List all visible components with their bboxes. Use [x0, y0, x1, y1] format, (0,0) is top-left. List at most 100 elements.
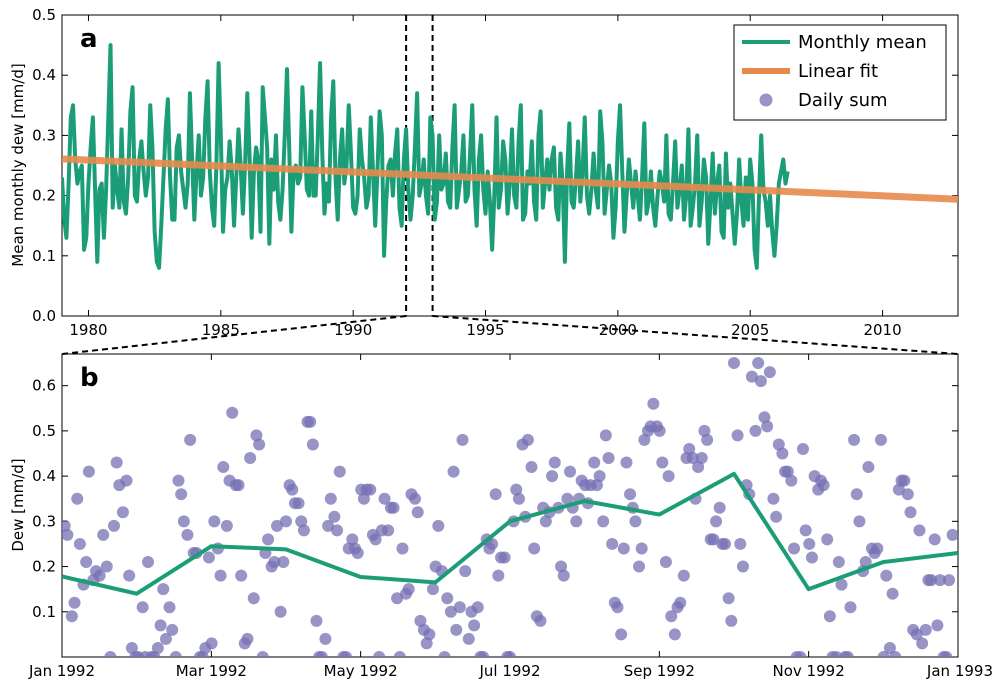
daily-sum-point — [943, 574, 956, 587]
daily-sum-point — [504, 651, 516, 657]
daily-sum-point — [830, 651, 843, 657]
daily-sum-point — [498, 551, 511, 564]
panel-a-y-tick-label: 0.2 — [32, 187, 56, 205]
panel-b-x-tick-label: Jul 1992 — [478, 662, 540, 680]
daily-sum-point — [521, 433, 534, 446]
daily-sum-point — [599, 429, 612, 442]
daily-sum-point — [844, 601, 857, 614]
daily-sum-point — [369, 533, 382, 546]
series-monthly-mean-line — [62, 43, 790, 270]
panel-a-x-tick-label: 1995 — [466, 321, 504, 339]
daily-sum-point — [414, 614, 427, 627]
panel-b-x-tick-label: Sep 1992 — [624, 662, 695, 680]
panel-b-plot-area — [62, 357, 958, 657]
daily-sum-point — [163, 601, 176, 614]
daily-sum-point — [931, 619, 944, 632]
panel-a-y-tick-label: 0.3 — [32, 126, 56, 144]
daily-sum-point — [253, 438, 266, 451]
daily-sum-point — [328, 510, 341, 523]
daily-sum-point — [817, 479, 830, 492]
daily-sum-point — [235, 569, 248, 582]
panel-b-x-tick-label: Mar 1992 — [176, 662, 247, 680]
panel-b-frame — [61, 353, 959, 658]
daily-sum-point — [271, 519, 284, 532]
daily-sum-point — [297, 524, 310, 537]
daily-sum-point — [477, 651, 490, 657]
daily-sum-point — [736, 560, 749, 573]
daily-sum-point — [82, 465, 95, 478]
daily-sum-point — [647, 397, 660, 410]
panel-a-plot-area — [62, 15, 958, 316]
panel-b-y-tick-label: 0.4 — [32, 467, 56, 485]
daily-sum-point — [633, 560, 646, 573]
daily-sum-point — [205, 637, 218, 650]
daily-sum-point — [262, 533, 275, 546]
daily-sum-point — [426, 583, 439, 596]
daily-sum-point — [597, 515, 610, 528]
daily-sum-point — [880, 569, 893, 582]
daily-sum-point — [874, 433, 887, 446]
daily-sum-point — [142, 556, 155, 569]
daily-sum-point — [862, 461, 875, 474]
daily-sum-point — [62, 528, 74, 541]
panel-b: Jan 1992 Mar 1992 May 1992 Jul 1992 Sep 1992… — [9, 353, 993, 680]
daily-sum-point — [310, 614, 323, 627]
daily-sum-point — [100, 560, 113, 573]
daily-sum-point — [292, 497, 305, 510]
daily-sum-point — [763, 366, 776, 379]
legend-daily-sum-swatch — [759, 93, 773, 107]
daily-sum-point — [65, 610, 78, 623]
daily-sum-point — [767, 492, 780, 505]
daily-sum-point — [656, 456, 669, 469]
daily-sum-point — [901, 488, 914, 501]
daily-sum-point — [402, 583, 415, 596]
daily-sum-point — [832, 556, 845, 569]
daily-sum-point — [850, 488, 863, 501]
daily-sum-point — [393, 651, 406, 657]
daily-sum-point — [125, 641, 138, 654]
daily-sum-point — [157, 583, 170, 596]
daily-sum-point — [925, 574, 938, 587]
daily-sum-point — [722, 592, 735, 605]
daily-sum-point — [277, 556, 290, 569]
panel-a-y-tick-label: 0.1 — [32, 247, 56, 265]
daily-sum-point — [324, 492, 337, 505]
legend-daily-sum-label: Daily sum — [798, 90, 888, 111]
daily-sum-point — [698, 424, 711, 437]
daily-sum-point — [934, 574, 947, 587]
daily-sum-point — [274, 605, 287, 618]
panel-b-y-tick-label: 0.1 — [32, 603, 56, 621]
daily-sum-point — [286, 483, 299, 496]
daily-sum-point — [373, 651, 386, 657]
daily-sum-point — [624, 488, 637, 501]
panel-b-monthly-mean-line — [62, 471, 958, 596]
daily-sum-point — [635, 542, 648, 555]
daily-sum-point — [247, 592, 260, 605]
daily-sum-point — [322, 519, 335, 532]
daily-sum-point — [104, 651, 117, 657]
panel-b-y-tick-label: 0.6 — [32, 377, 56, 395]
daily-sum-point — [512, 492, 525, 505]
daily-sum-point — [462, 632, 475, 645]
daily-sum-point — [268, 556, 281, 569]
panel-b-y-tick-label: 0.5 — [32, 422, 56, 440]
daily-sum-point — [590, 479, 603, 492]
daily-sum-point — [803, 537, 816, 550]
daily-sum-point — [175, 488, 188, 501]
daily-sum-point — [525, 461, 538, 474]
daily-sum-point — [447, 465, 460, 478]
daily-sum-point — [409, 492, 422, 505]
panel-b-letter: b — [80, 363, 99, 393]
daily-sum-point — [835, 578, 848, 591]
daily-sum-point — [719, 537, 732, 550]
daily-sum-point — [752, 357, 765, 370]
daily-sum-point — [110, 456, 123, 469]
daily-sum-point — [638, 433, 651, 446]
daily-sum-point — [848, 433, 861, 446]
daily-sum-point — [315, 651, 328, 657]
panel-a-letter: a — [80, 24, 98, 54]
daily-sum-point — [701, 433, 714, 446]
daily-sum-point — [226, 406, 239, 419]
daily-sum-point — [761, 420, 774, 433]
series-linear-fit-line — [62, 155, 958, 203]
